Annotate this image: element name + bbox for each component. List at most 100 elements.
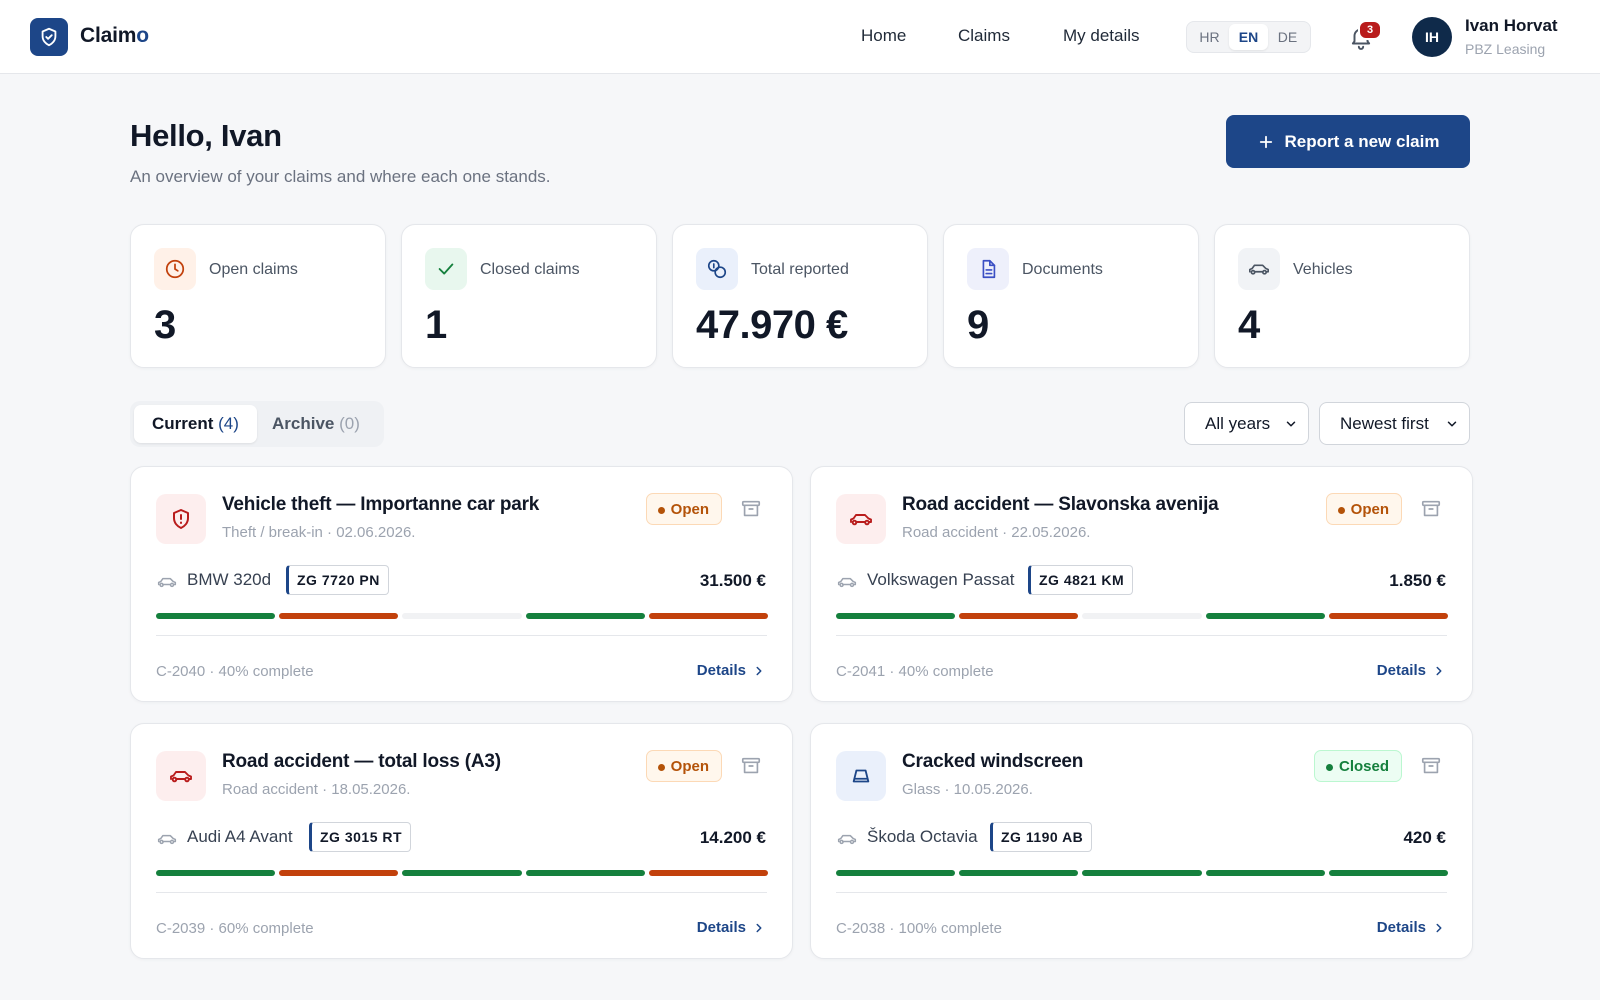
claim-title: Vehicle theft — Importanne car park	[222, 494, 540, 515]
lang-de[interactable]: DE	[1277, 29, 1298, 45]
status-badge: Open	[1325, 493, 1402, 525]
claim-subtitle: Road accident · 22.05.2026.	[902, 524, 1091, 541]
stat-value: 9	[967, 303, 989, 347]
claim-subtitle: Glass · 10.05.2026.	[902, 781, 1033, 798]
claim-amount: 420 €	[1403, 828, 1446, 847]
lang-hr[interactable]: HR	[1199, 29, 1220, 45]
status-badge: Open	[645, 493, 722, 525]
details-link[interactable]: Details	[697, 662, 766, 679]
report-new-claim-label: Report a new claim	[1284, 131, 1440, 151]
status-badge: Closed	[1313, 750, 1402, 782]
progress-segment-issue	[1328, 613, 1449, 619]
claims-tabs: Current (4) Archive (0)	[130, 401, 384, 447]
progress-segment-issue	[279, 870, 399, 876]
notification-badge: 3	[1358, 20, 1382, 40]
lang-en[interactable]: EN	[1229, 24, 1268, 50]
stat-card-documents: Documents 9	[943, 224, 1199, 368]
claim-amount: 31.500 €	[699, 571, 766, 590]
divider	[836, 892, 1447, 893]
report-new-claim-button[interactable]: Report a new claim	[1226, 115, 1470, 168]
tab-archive-label: Archive	[272, 414, 335, 433]
plus-icon	[1259, 135, 1272, 148]
archive-icon[interactable]	[740, 755, 762, 777]
language-switcher: HR EN DE	[1186, 21, 1311, 53]
nav-home[interactable]: Home	[861, 26, 907, 45]
progress-segment-done	[402, 870, 522, 876]
sort-select[interactable]: Newest first	[1319, 402, 1470, 445]
tab-current[interactable]: Current (4)	[134, 405, 257, 443]
progress-segment-issue	[959, 613, 1079, 619]
stat-card-total-reported: Total reported 47.970 €	[672, 224, 928, 368]
page-subtitle: An overview of your claims and where eac…	[130, 167, 551, 186]
progress-segment-pending	[1082, 613, 1202, 619]
archive-icon[interactable]	[1420, 498, 1442, 520]
user-company: PBZ Leasing	[1465, 41, 1546, 57]
tab-archive[interactable]: Archive (0)	[254, 405, 378, 443]
page-title: Hello, Ivan	[130, 118, 282, 153]
details-link[interactable]: Details	[1377, 662, 1446, 679]
nav-my-details[interactable]: My details	[1063, 26, 1140, 45]
claim-title: Cracked windscreen	[902, 751, 1084, 772]
progress-segment-done	[1205, 870, 1325, 876]
claim-title: Road accident — total loss (A3)	[222, 751, 501, 772]
year-filter-value: All years	[1205, 413, 1271, 433]
top-bar: Claimo Home Claims My details HR EN DE 3…	[0, 0, 1600, 74]
progress-segment-done	[525, 613, 645, 619]
chevron-down-icon	[1447, 421, 1457, 427]
progress-segment-done	[959, 870, 1079, 876]
progress-segment-issue	[279, 613, 399, 619]
stat-value: 47.970 €	[696, 303, 848, 347]
claim-meta: C-2039 · 60% complete	[156, 920, 314, 937]
tab-current-count: (4)	[218, 414, 239, 433]
tab-current-label: Current	[152, 414, 214, 433]
progress-segment-issue	[648, 613, 769, 619]
logo-shield-icon[interactable]	[30, 18, 68, 56]
claim-card[interactable]: Cracked windscreen Glass · 10.05.2026. C…	[810, 723, 1473, 959]
stat-card-vehicles: Vehicles 4	[1214, 224, 1470, 368]
divider	[156, 635, 767, 636]
details-link[interactable]: Details	[697, 919, 766, 936]
stat-card-closed-claims: Closed claims 1	[401, 224, 657, 368]
chevron-down-icon	[1286, 421, 1296, 427]
claim-progress	[836, 870, 1449, 876]
avatar[interactable]: IH	[1412, 17, 1452, 57]
year-filter-select[interactable]: All years	[1184, 402, 1309, 445]
vehicle-name: BMW 320d	[187, 570, 272, 589]
document-icon	[967, 248, 1009, 290]
status-badge: Open	[645, 750, 722, 782]
shield-alert-icon	[156, 494, 206, 544]
claim-card[interactable]: Road accident — Slavonska avenija Road a…	[810, 466, 1473, 702]
check-icon	[425, 248, 467, 290]
license-plate: ZG 3015 RT	[309, 822, 412, 852]
progress-segment-done	[836, 613, 956, 619]
claim-meta: C-2038 · 100% complete	[836, 920, 1002, 937]
car-icon	[157, 834, 177, 845]
stat-value: 3	[154, 303, 176, 347]
progress-segment-done	[836, 870, 956, 876]
brand-name[interactable]: Claimo	[80, 24, 149, 47]
details-link[interactable]: Details	[1377, 919, 1446, 936]
claim-progress	[156, 870, 769, 876]
claim-card[interactable]: Road accident — total loss (A3) Road acc…	[130, 723, 793, 959]
progress-segment-pending	[402, 613, 522, 619]
car-icon	[837, 577, 857, 588]
sort-value: Newest first	[1340, 413, 1429, 433]
coins-icon	[696, 248, 738, 290]
progress-segment-done	[525, 870, 645, 876]
details-label: Details	[696, 919, 746, 936]
windscreen-icon	[836, 751, 886, 801]
nav-claims[interactable]: Claims	[958, 26, 1010, 45]
archive-icon[interactable]	[1420, 755, 1442, 777]
tab-archive-count: (0)	[339, 414, 360, 433]
car-crash-icon	[156, 751, 206, 801]
claim-subtitle: Theft / break-in · 02.06.2026.	[222, 524, 416, 541]
stat-label: Documents	[1022, 261, 1103, 278]
details-label: Details	[696, 662, 746, 679]
claim-meta: C-2040 · 40% complete	[156, 663, 314, 680]
claim-card[interactable]: Vehicle theft — Importanne car park Thef…	[130, 466, 793, 702]
archive-icon[interactable]	[740, 498, 762, 520]
stat-value: 1	[425, 303, 447, 347]
car-icon	[1238, 248, 1280, 290]
claim-progress	[156, 613, 769, 619]
progress-segment-done	[1328, 870, 1449, 876]
